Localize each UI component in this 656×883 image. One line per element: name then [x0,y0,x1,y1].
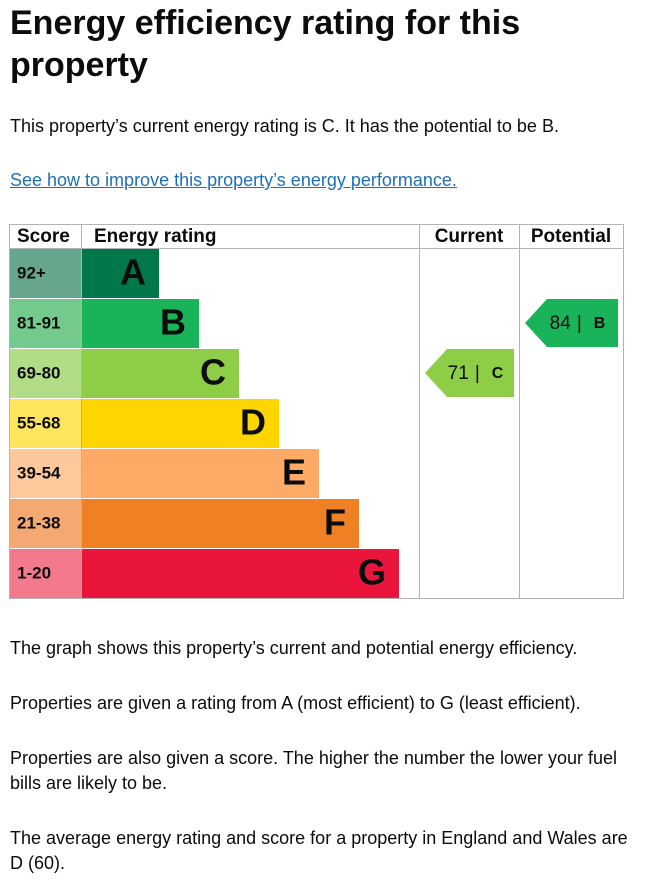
rating-letter: E [282,452,306,493]
current-label: 71 | C [448,363,504,384]
score-cell [10,349,81,398]
paragraph: Properties are also given a score. The h… [10,748,617,793]
rating-bar [82,549,399,598]
improve-link[interactable]: See how to improve this property’s energ… [10,170,457,190]
rating-letter: F [324,502,346,543]
rating-letter: D [240,402,266,443]
separator: | [577,313,582,334]
paragraph: Properties are given a rating from A (mo… [10,693,581,713]
current-rating: C [492,365,504,382]
current-arrow [425,349,514,397]
rating-bar [82,499,359,548]
rating-bar [82,449,319,498]
score-label: 21-38 [17,513,60,532]
score-label: 92+ [17,263,46,282]
paragraph: The average energy rating and score for … [10,828,628,873]
potential-score: 84 [550,313,572,334]
score-cell [10,399,81,448]
column-header: Potential [531,226,611,247]
intro: This property’s current energy rating is… [10,116,559,136]
score-label: 55-68 [17,413,60,432]
column-header: Energy rating [94,226,216,247]
score-cell [10,249,81,298]
rating-letter: A [120,252,146,293]
current-score: 71 [448,363,469,384]
rating-bar [82,249,159,298]
rating-letter: B [160,302,186,343]
score-label: 69-80 [17,363,60,382]
separator: | [475,363,480,384]
score-cell [10,549,81,598]
score-label: 1-20 [17,563,51,582]
score-cell [10,449,81,498]
table-border [9,224,624,599]
rating-letter: C [200,352,226,393]
rating-letter: G [358,552,386,593]
rating-bar [82,399,279,448]
score-cell [10,499,81,548]
rating-bar [82,349,239,398]
potential-label: 84 | B [550,313,606,334]
score-label: 81-91 [17,313,60,332]
rating-bar [82,299,199,348]
potential-rating: B [594,315,606,332]
paragraph: The graph shows this property’s current … [10,638,578,658]
score-cell [10,299,81,348]
column-header: Current [435,226,504,247]
column-header: Score [17,226,70,247]
potential-arrow [525,299,618,347]
epc-chart: Score Energy rating Current Potential 92+ A 81… [9,224,624,599]
score-label: 39-54 [17,463,61,482]
heading: Energy efficiency rating for this proper… [10,4,521,84]
